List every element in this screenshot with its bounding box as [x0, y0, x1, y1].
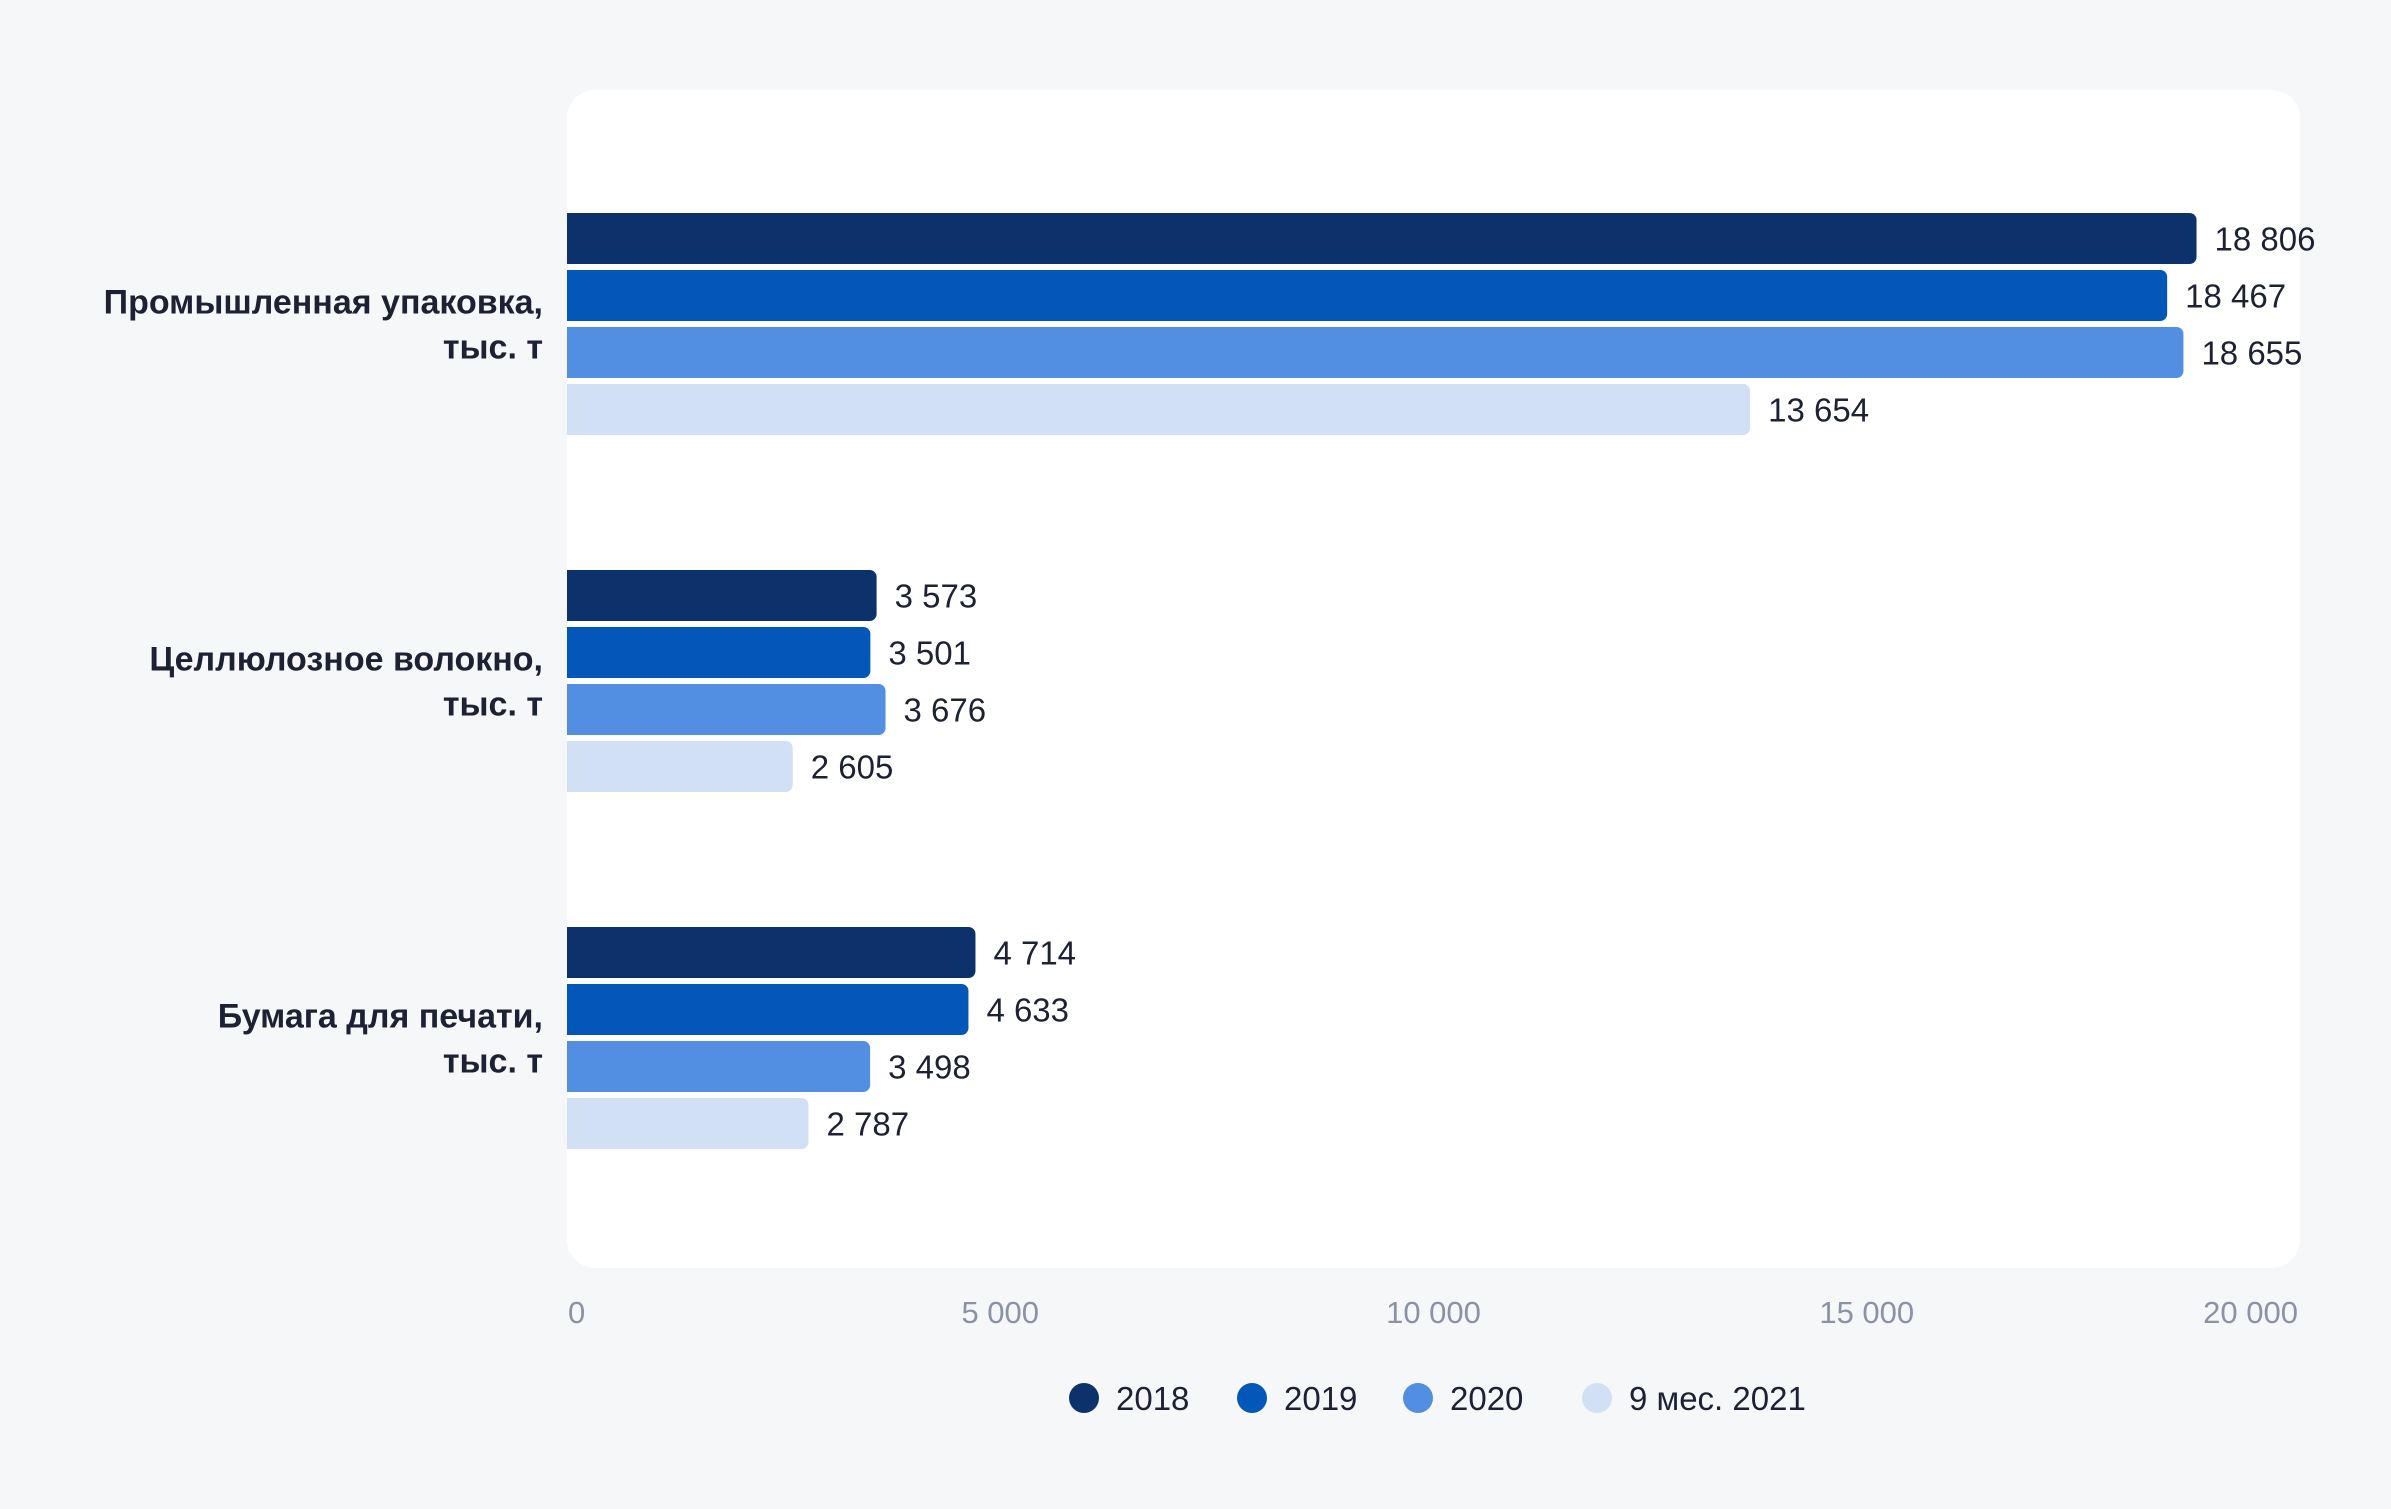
x-tick-label: 15 000 [1819, 1295, 1914, 1330]
legend-label: 9 мес. 2021 [1629, 1380, 1806, 1417]
data-label: 3 501 [888, 635, 971, 672]
bar-2019-1 [567, 627, 871, 678]
value-labels: 18 806 18 467 18 655 13 654 3 573 3 501 3 676 2… [811, 221, 2316, 1143]
bar-2018-2 [567, 927, 976, 978]
legend-swatch [1582, 1383, 1612, 1413]
category-label: Целлюлозное волокно, тыс. т [149, 641, 543, 724]
category-label-line: Промышленная упаковка, [104, 284, 543, 322]
data-label: 3 676 [904, 692, 987, 729]
bar-2020-0 [567, 327, 2184, 378]
legend-swatch [1237, 1383, 1267, 1413]
category-label: Бумага для печати, тыс. т [218, 998, 543, 1081]
data-label: 3 573 [895, 578, 978, 615]
bars [567, 213, 2197, 1149]
x-tick-label: 5 000 [961, 1295, 1039, 1330]
legend-swatch [1403, 1383, 1433, 1413]
x-tick-label: 20 000 [2203, 1295, 2298, 1330]
legend: 2018 2019 2020 9 мес. 2021 [1069, 1380, 1806, 1417]
x-tick-label: 10 000 [1386, 1295, 1481, 1330]
bar-9-мес.-2021-2 [567, 1098, 809, 1149]
data-label: 18 467 [2185, 278, 2286, 315]
data-label: 4 633 [986, 992, 1069, 1029]
data-label: 2 605 [811, 749, 894, 786]
bar-2018-0 [567, 213, 2197, 264]
x-tick-label: 0 [568, 1295, 585, 1330]
category-label-line: Целлюлозное волокно, [149, 641, 543, 679]
category-label-line: тыс. т [443, 329, 543, 367]
legend-label: 2019 [1284, 1380, 1357, 1417]
legend-label: 2020 [1450, 1380, 1523, 1417]
category-labels: Промышленная упаковка, тыс. тЦеллюлозное … [104, 284, 543, 1081]
data-label: 18 806 [2215, 221, 2316, 258]
category-label: Промышленная упаковка, тыс. т [104, 284, 543, 367]
data-label: 13 654 [1768, 392, 1869, 429]
bar-2018-1 [567, 570, 877, 621]
bar-2020-2 [567, 1041, 871, 1092]
bar-9-мес.-2021-1 [567, 741, 793, 792]
x-axis-ticks: 0 5 000 10 000 15 000 20 000 [568, 1295, 2298, 1330]
data-label: 18 655 [2201, 335, 2302, 372]
data-label: 4 714 [993, 935, 1076, 972]
bar-9-мес.-2021-0 [567, 384, 1751, 435]
category-label-line: тыс. т [443, 1043, 543, 1081]
bar-2019-0 [567, 270, 2168, 321]
bar-2019-2 [567, 984, 969, 1035]
category-label-line: Бумага для печати, [218, 998, 543, 1036]
data-label: 3 498 [888, 1049, 971, 1086]
legend-swatch [1069, 1383, 1099, 1413]
data-label: 2 787 [826, 1106, 909, 1143]
legend-label: 2018 [1116, 1380, 1189, 1417]
bar-2020-1 [567, 684, 886, 735]
category-label-line: тыс. т [443, 686, 543, 724]
